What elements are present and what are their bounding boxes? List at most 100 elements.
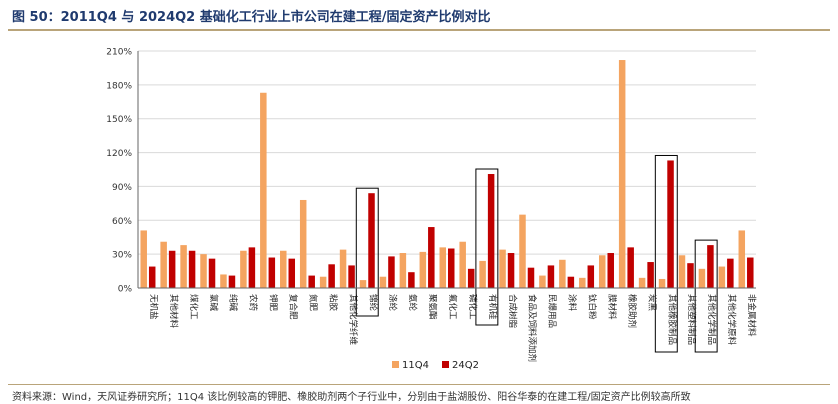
x-tick-label: 钾肥	[268, 294, 279, 312]
bar-11q4-4	[220, 274, 227, 288]
bar-11q4-9	[319, 276, 327, 288]
y-tick-label: 180%	[106, 81, 132, 91]
bar-24q2-18	[507, 253, 515, 288]
bar-11q4-12	[379, 276, 387, 288]
bar-24q2-0	[148, 266, 156, 288]
highlight-box	[355, 187, 379, 317]
x-tick-label: 磷化工	[467, 294, 478, 320]
bar-24q2-15	[448, 248, 455, 288]
bar-24q2-1	[168, 250, 176, 288]
bar-11q4-30	[738, 230, 746, 288]
bar-chart: 0% 30% 60% 90% 120% 150% 180% 210% 无机盐 其他材料 煤化工 氯碱…	[106, 48, 757, 372]
bar-24q2-25	[647, 262, 654, 288]
bar-24q2-12	[388, 256, 395, 288]
y-tick-label: 30%	[112, 251, 132, 261]
bar-24q2-28	[707, 245, 714, 288]
bar-11q4-16	[459, 241, 466, 288]
highlight-boxes	[355, 154, 718, 353]
x-tick-label: 非金属材料	[746, 294, 757, 337]
x-tick-label: 涂料	[567, 294, 578, 312]
y-axis-ticks: 0% 30% 60% 90% 120% 150% 180% 210%	[106, 48, 132, 295]
x-tick-label: 氨纶	[407, 294, 418, 312]
x-tick-label: 其他橡胶制品	[666, 294, 677, 345]
legend-label-24q2: 24Q2	[452, 360, 479, 371]
bar-11q4-17	[479, 260, 486, 288]
legend-swatch-11q4	[392, 361, 399, 368]
y-tick-label: 0%	[118, 285, 133, 295]
bar-11q4-13	[399, 253, 407, 288]
bar-24q2-21	[567, 276, 575, 288]
y-tick-label: 210%	[106, 48, 132, 58]
x-tick-label: 民爆用品	[547, 294, 558, 328]
bar-11q4-22	[579, 277, 586, 288]
bar-24q2-2	[188, 250, 196, 288]
bar-24q2-9	[328, 264, 335, 288]
source-note: 资料来源：Wind，天风证券研究所；11Q4 该比例较高的钾肥、橡胶助剂两个子行…	[12, 392, 691, 403]
x-tick-label: 氯碱	[208, 294, 219, 312]
x-axis-ticks: 无机盐 其他材料 煤化工 氯碱 纯碱 农药 钾肥 复合肥 氮肥 粘胶 其他化学纤维 锦纶 涤纶 氨纶 聚氨酯…	[148, 294, 757, 362]
title-divider	[8, 29, 830, 31]
bar-11q4-6	[260, 92, 267, 288]
x-tick-label: 氟化工	[447, 294, 458, 320]
legend: 11Q4 24Q2	[392, 360, 479, 371]
bar-24q2-23	[607, 253, 614, 288]
highlight-box	[694, 239, 718, 353]
bar-24q2-13	[408, 272, 415, 288]
axes	[137, 51, 756, 289]
x-tick-label: 锦纶	[367, 294, 378, 312]
highlight-box	[654, 154, 678, 353]
x-tick-label: 膜材料	[606, 294, 617, 320]
x-tick-label: 合成树脂	[507, 294, 518, 329]
bar-11q4-19	[519, 214, 526, 288]
x-tick-label: 炭黑	[646, 294, 656, 312]
x-tick-label: 无机盐	[148, 294, 159, 320]
bar-24q2-16	[467, 268, 475, 288]
x-tick-label: 纯碱	[228, 294, 239, 312]
x-tick-label: 其他化学制品	[706, 294, 717, 345]
highlight-box	[475, 168, 499, 326]
bar-24q2-27	[687, 263, 694, 288]
x-tick-label: 涤纶	[387, 294, 398, 312]
bar-11q4-18	[499, 249, 506, 288]
bar-11q4-25	[638, 277, 646, 288]
bar-11q4-11	[359, 280, 367, 288]
bar-11q4-15	[439, 247, 446, 288]
bar-11q4-26	[658, 278, 666, 288]
bar-11q4-5	[240, 250, 247, 288]
bar-11q4-29	[718, 266, 726, 288]
footer-divider	[8, 384, 830, 385]
bar-11q4-1	[160, 241, 167, 288]
legend-swatch-24q2	[442, 361, 449, 368]
x-tick-label: 其他塑料制品	[686, 294, 697, 345]
bar-24q2-17	[487, 174, 495, 288]
page-title: 图 50：2011Q4 与 2024Q2 基础化工行业上市公司在建工程/固定资产…	[12, 10, 491, 25]
bar-24q2-22	[587, 265, 595, 288]
bar-24q2-19	[527, 267, 535, 288]
y-tick-label: 150%	[106, 115, 132, 125]
x-tick-label: 有机硅	[487, 294, 498, 320]
x-tick-label: 其他化学原料	[726, 294, 737, 346]
y-tick-label: 120%	[106, 149, 132, 159]
bar-11q4-3	[200, 254, 207, 288]
bar-11q4-23	[598, 255, 606, 288]
bar-24q2-24	[627, 247, 634, 288]
x-tick-label: 聚氨酯	[427, 294, 438, 320]
bar-11q4-2	[180, 245, 187, 288]
y-tick-label: 90%	[112, 183, 132, 193]
x-tick-label: 其他化学纤维	[347, 294, 358, 346]
bar-11q4-0	[140, 230, 147, 288]
x-tick-label: 氮肥	[307, 294, 318, 312]
bar-24q2-7	[288, 258, 296, 288]
bar-24q2-5	[248, 247, 256, 288]
x-tick-label: 粘胶	[327, 294, 338, 312]
bar-11q4-10	[339, 249, 347, 288]
bar-24q2-4	[228, 275, 236, 288]
x-tick-label: 食品及饲料添加剂	[527, 294, 538, 362]
x-tick-label: 复合肥	[288, 294, 299, 320]
grid-lines	[138, 50, 756, 289]
bar-11q4-27	[678, 255, 686, 288]
bars	[140, 60, 754, 289]
bar-11q4-24	[618, 60, 626, 289]
bar-24q2-6	[268, 257, 276, 288]
bar-11q4-7	[280, 250, 287, 288]
